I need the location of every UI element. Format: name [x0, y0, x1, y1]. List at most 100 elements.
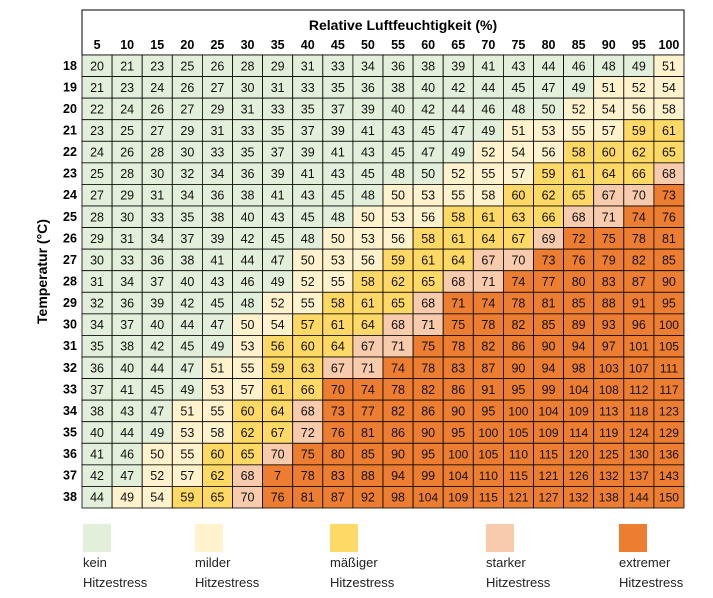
heat-cell-value: 41: [361, 124, 375, 138]
heat-cell-value: 58: [361, 275, 375, 289]
heat-cell-value: 29: [120, 189, 134, 203]
heat-cell-value: 33: [150, 210, 164, 224]
heat-cell-value: 90: [511, 361, 525, 375]
heat-cell-value: 94: [391, 469, 405, 483]
legend-label-starker: starker Hitzestress: [486, 555, 551, 590]
legend-swatch-kein: [83, 524, 111, 552]
heat-cell-value: 52: [572, 102, 586, 116]
temperature-tick-label: 36: [63, 447, 77, 461]
heat-cell-value: 96: [632, 318, 646, 332]
heat-cell-value: 74: [511, 275, 525, 289]
heat-cell-value: 120: [569, 448, 589, 462]
heat-cell-value: 86: [511, 340, 525, 354]
heat-cell-value: 42: [90, 469, 104, 483]
heat-cell-value: 105: [508, 426, 528, 440]
heat-cell-value: 47: [271, 253, 285, 267]
heat-cell-value: 60: [210, 448, 224, 462]
heat-cell-value: 83: [451, 361, 465, 375]
heat-cell-value: 45: [210, 297, 224, 311]
heat-cell-value: 28: [150, 146, 164, 160]
heat-cell-value: 39: [331, 124, 345, 138]
heat-cell-value: 35: [301, 102, 315, 116]
heat-cell-value: 88: [361, 469, 375, 483]
heat-cell-value: 27: [180, 102, 194, 116]
heat-cell-value: 30: [120, 210, 134, 224]
heat-cell-value: 81: [542, 297, 556, 311]
heat-cell-value: 89: [572, 318, 586, 332]
heat-cell-value: 110: [509, 448, 528, 462]
humidity-tick-label: 60: [421, 38, 435, 52]
heat-cell-value: 71: [602, 210, 616, 224]
heat-cell-value: 52: [271, 297, 285, 311]
heat-cell-value: 23: [120, 81, 134, 95]
heat-cell-value: 57: [602, 124, 616, 138]
heat-cell-value: 64: [331, 340, 345, 354]
heat-cell-value: 51: [662, 59, 676, 73]
heat-cell-value: 44: [241, 253, 255, 267]
heat-cell-value: 37: [120, 318, 134, 332]
heat-cell-value: 104: [569, 383, 589, 397]
heat-cell-value: 49: [271, 275, 285, 289]
heat-cell-value: 58: [451, 210, 465, 224]
heat-cell-value: 103: [599, 361, 619, 375]
heat-cell-value: 21: [90, 81, 104, 95]
temperature-tick-label: 20: [63, 102, 77, 116]
temperature-tick-label: 26: [63, 231, 77, 245]
heat-cell-value: 29: [90, 232, 104, 246]
heat-cell-value: 54: [271, 318, 285, 332]
heat-cell-value: 27: [210, 81, 224, 95]
heat-cell-value: 39: [301, 146, 315, 160]
heat-cell-value: 49: [210, 340, 224, 354]
heat-cell-value: 42: [180, 297, 194, 311]
legend-swatch-starker: [486, 524, 514, 552]
heat-cell-value: 83: [602, 275, 616, 289]
heat-cell-value: 25: [180, 59, 194, 73]
heat-cell-value: 51: [180, 404, 194, 418]
heat-cell-value: 59: [632, 124, 646, 138]
heat-cell-value: 40: [391, 102, 405, 116]
heat-cell-value: 30: [90, 253, 104, 267]
heat-cell-value: 78: [391, 383, 405, 397]
heat-cell-value: 85: [542, 318, 556, 332]
heat-cell-value: 80: [572, 275, 586, 289]
heat-cell-value: 68: [391, 318, 405, 332]
heat-cell-value: 68: [301, 404, 315, 418]
humidity-tick-label: 15: [150, 38, 164, 52]
humidity-tick-label: 85: [572, 38, 586, 52]
heat-cell-value: 49: [180, 383, 194, 397]
heat-cell-value: 74: [391, 361, 405, 375]
heat-cell-value: 38: [90, 404, 104, 418]
temperature-tick-label: 38: [63, 490, 77, 504]
heat-cell-value: 132: [569, 491, 589, 505]
heat-cell-value: 52: [632, 81, 646, 95]
heat-cell-value: 60: [301, 340, 315, 354]
heat-cell-value: 70: [271, 448, 285, 462]
heat-cell-value: 82: [481, 340, 495, 354]
heat-cell-value: 55: [481, 167, 495, 181]
humidity-tick-label: 100: [659, 38, 680, 52]
heat-cell-value: 59: [271, 361, 285, 375]
heat-cell-value: 34: [180, 189, 194, 203]
heat-cell-value: 67: [361, 340, 375, 354]
heat-cell-value: 53: [391, 210, 405, 224]
heat-cell-value: 34: [150, 232, 164, 246]
heat-cell-value: 42: [421, 102, 435, 116]
humidity-tick-label: 30: [241, 38, 255, 52]
heat-cell-value: 144: [629, 491, 649, 505]
heat-cell-value: 36: [241, 167, 255, 181]
heat-cell-value: 54: [150, 491, 164, 505]
heat-cell-value: 73: [331, 404, 345, 418]
heat-cell-value: 44: [180, 318, 194, 332]
heat-cell-value: 44: [451, 102, 465, 116]
heat-cell-value: 45: [150, 383, 164, 397]
heat-cell-value: 38: [120, 340, 134, 354]
heat-cell-value: 49: [150, 426, 164, 440]
heat-cell-value: 46: [241, 275, 255, 289]
heat-cell-value: 137: [629, 469, 649, 483]
heat-cell-value: 47: [451, 124, 465, 138]
heat-cell-value: 50: [542, 102, 556, 116]
humidity-tick-label: 10: [120, 38, 134, 52]
heat-cell-value: 46: [572, 59, 586, 73]
heat-cell-value: 36: [361, 81, 375, 95]
heat-cell-value: 58: [481, 189, 495, 203]
